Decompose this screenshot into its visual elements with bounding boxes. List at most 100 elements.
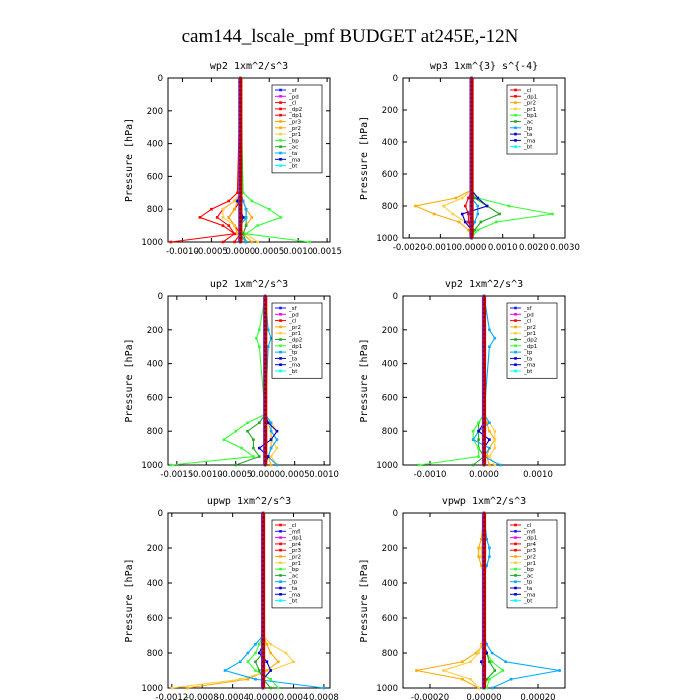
zero-line-marker — [239, 80, 242, 84]
legend-label: _ma — [523, 138, 535, 144]
zero-line-marker — [261, 669, 265, 672]
series-point — [457, 220, 461, 224]
legend-marker — [279, 357, 282, 360]
zero-line-marker — [261, 581, 265, 585]
legend-marker — [279, 113, 282, 117]
zero-line-marker — [482, 374, 486, 378]
legend-marker — [514, 363, 517, 366]
legend-label: _dp1 — [288, 344, 302, 350]
legend-marker — [514, 126, 517, 130]
series-point — [241, 199, 245, 203]
series-point — [490, 651, 494, 655]
y-tick-label: 400 — [382, 360, 398, 370]
series-point — [474, 651, 478, 655]
series-point — [244, 216, 248, 219]
series-point — [493, 446, 497, 450]
zero-line-marker — [482, 677, 486, 681]
zero-line-marker — [263, 341, 267, 344]
zero-line-marker — [263, 404, 267, 408]
series-point — [257, 669, 261, 672]
legend-marker — [279, 548, 282, 552]
series-point — [236, 199, 239, 203]
zero-line-marker — [482, 669, 486, 672]
zero-line-marker — [261, 529, 265, 532]
series-point — [477, 438, 480, 441]
legend-marker — [279, 574, 282, 577]
series-point — [233, 232, 236, 236]
legend-marker — [279, 107, 282, 111]
zero-line-marker — [261, 603, 265, 607]
legend-label: _pd — [288, 94, 299, 100]
series-point — [244, 207, 248, 211]
zero-line-marker — [239, 187, 242, 190]
series-point — [244, 232, 248, 236]
legend-label: _bp — [288, 138, 299, 144]
zero-line-marker — [482, 370, 486, 374]
legend-marker — [514, 567, 517, 571]
panel-4: upwp 1xm^2/s^3 Pressure [hPa] 0 200 400 600 80… — [124, 496, 339, 700]
zero-line-marker — [261, 607, 265, 611]
series-point — [276, 660, 280, 664]
series-point — [490, 660, 494, 664]
zero-line-marker — [239, 117, 242, 121]
zero-line-marker — [482, 568, 486, 572]
zero-line-marker — [263, 463, 267, 467]
legend-label: _sf — [288, 88, 298, 94]
legend-marker — [279, 151, 282, 155]
zero-line-marker — [263, 311, 267, 315]
series-point — [254, 677, 257, 681]
legend-marker — [514, 113, 517, 117]
series-point — [258, 345, 261, 348]
series-point — [485, 677, 488, 681]
zero-line-marker — [239, 138, 242, 141]
legend-label: _bt — [523, 599, 533, 605]
legend-label: _pr2 — [523, 325, 536, 331]
zero-line-marker — [261, 516, 265, 519]
x-tick-label: 0.0000 — [250, 470, 280, 480]
series-point — [269, 455, 273, 458]
series-point — [488, 438, 491, 441]
zero-line-marker — [239, 76, 242, 80]
zero-line-marker — [470, 128, 473, 132]
plot-frame — [167, 77, 331, 243]
zero-line-marker — [470, 140, 473, 144]
y-axis-label: Pressure [hPa] — [359, 116, 370, 200]
y-tick-label: 400 — [382, 138, 398, 148]
zero-line-marker — [470, 160, 473, 164]
zero-line-marker — [470, 152, 473, 156]
legend-marker — [514, 145, 517, 148]
legend-marker — [514, 132, 517, 136]
zero-line-marker — [482, 529, 486, 532]
legend-marker — [514, 580, 517, 583]
series-point — [267, 207, 271, 211]
zero-line-marker — [263, 421, 267, 425]
series-point — [473, 196, 476, 200]
legend-label: _ma — [288, 363, 300, 369]
series-point — [477, 555, 480, 559]
series-point — [266, 328, 270, 332]
zero-line-marker — [482, 673, 486, 677]
series-point — [451, 212, 455, 216]
x-tick-label: -0.00020 — [411, 693, 449, 700]
series-point — [255, 336, 258, 340]
series-point — [284, 651, 288, 655]
series-point — [227, 199, 231, 203]
series-point — [241, 216, 245, 219]
zero-line-marker — [239, 224, 242, 227]
series-point — [551, 212, 554, 216]
series-point — [227, 216, 231, 219]
zero-line-marker — [482, 542, 486, 545]
legend-marker — [279, 145, 282, 148]
legend-marker — [514, 120, 517, 123]
zero-line-marker — [263, 370, 267, 374]
series-point — [238, 660, 242, 664]
legend-marker — [279, 561, 282, 565]
series-point — [488, 677, 491, 681]
y-tick-label: 800 — [382, 202, 398, 212]
zero-line-marker — [470, 112, 473, 116]
series-point — [250, 199, 254, 203]
zero-line-marker — [470, 144, 473, 148]
series-point — [488, 345, 491, 348]
zero-line-marker — [470, 136, 473, 140]
zero-line-marker — [482, 546, 486, 550]
